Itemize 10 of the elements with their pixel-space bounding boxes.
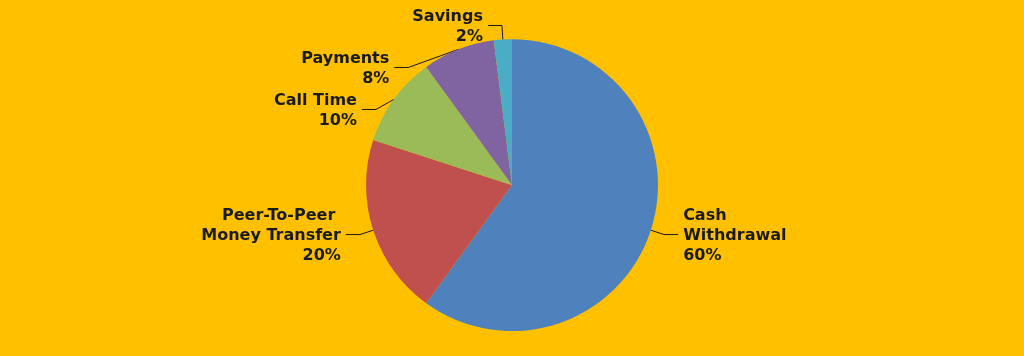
slice-label: Peer-To-Peer Money Transfer [201,205,341,245]
slice-label: Call Time [273,89,358,109]
data-label: 8% [362,67,390,87]
data-label: 10% [318,109,357,129]
slice-label: Savings [412,5,483,25]
data-label: 2% [455,25,483,45]
slice-label: Cash Withdrawal [683,205,787,245]
slice-label: Payments [301,47,390,67]
data-label: 60% [683,245,722,265]
data-label: 20% [302,245,341,265]
